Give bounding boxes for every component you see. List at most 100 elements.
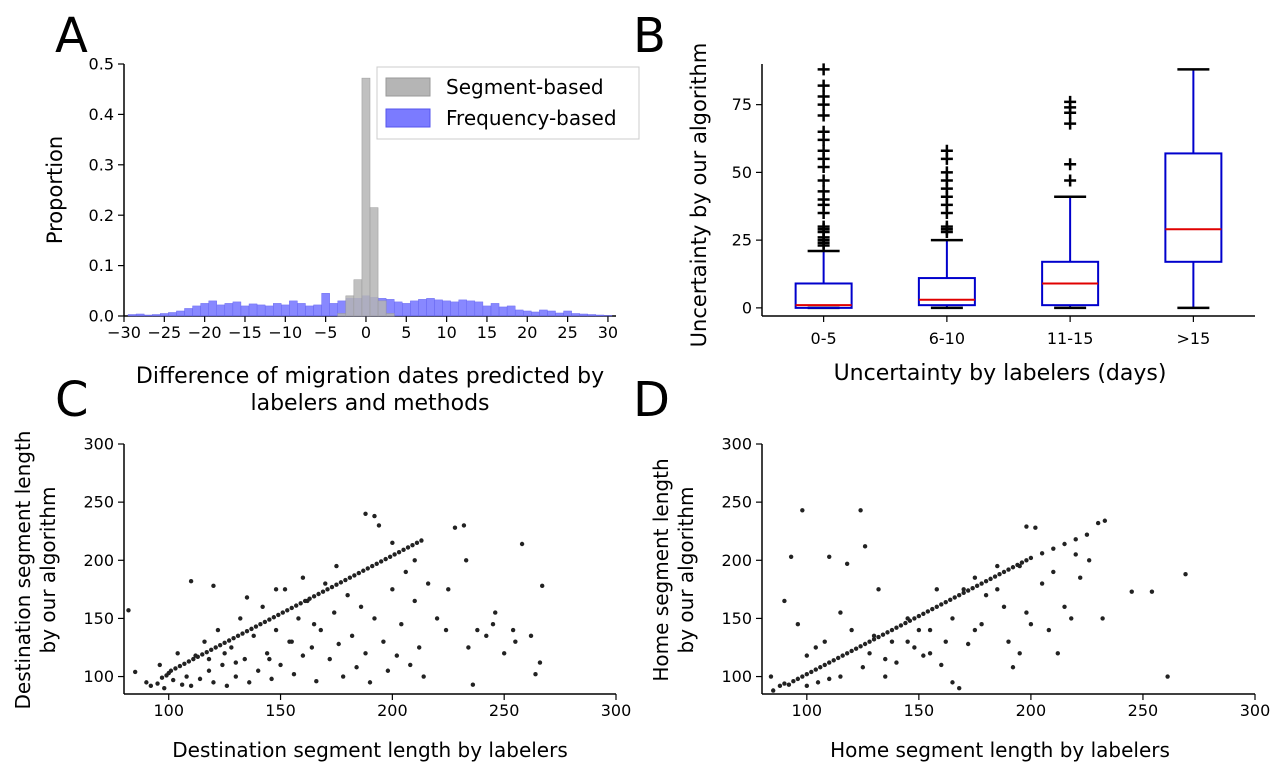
bar-frequency xyxy=(152,314,161,317)
y-tick-label: 0.2 xyxy=(89,206,114,225)
panel-a-axes: −30 −25 −20 −15 −10 −5 0 5 10 15 20 25 30 0.0 0.1 0.2 0.… xyxy=(89,55,619,342)
y-tick-label: 250 xyxy=(721,493,752,512)
scatter-point xyxy=(927,627,933,633)
x-tick-label: 300 xyxy=(1240,701,1271,720)
x-tick-label: −15 xyxy=(228,323,262,342)
scatter-point xyxy=(849,627,854,633)
bar-frequency xyxy=(402,303,411,317)
panel-d-axes: 100 150 200 250 300 100 150 200 250 300 xyxy=(721,435,1270,720)
scatter-point xyxy=(394,653,400,658)
scatter-point xyxy=(280,610,285,615)
scatter-point xyxy=(1001,604,1007,609)
scatter-point xyxy=(235,633,241,639)
scatter-point xyxy=(213,645,218,650)
scatter-point xyxy=(231,635,236,641)
outlier-marker xyxy=(817,63,830,76)
scatter-point xyxy=(1039,551,1045,556)
scatter-point xyxy=(1039,581,1045,586)
scatter-point xyxy=(191,656,196,662)
outlier-marker xyxy=(940,166,953,179)
scatter-point xyxy=(159,675,165,680)
scatter-point xyxy=(894,625,899,630)
scatter-point xyxy=(264,651,270,656)
bar-frequency xyxy=(305,305,314,317)
scatter-point xyxy=(519,541,525,547)
scatter-point xyxy=(1073,552,1078,557)
scatter-point xyxy=(157,662,162,668)
scatter-point xyxy=(1033,525,1038,530)
scatter-point xyxy=(791,679,796,684)
x-tick-label: 150 xyxy=(265,701,296,720)
scatter-point xyxy=(309,645,315,650)
panel-b-xlabel: Uncertainty by labelers (days) xyxy=(834,361,1167,386)
scatter-point xyxy=(289,639,294,644)
bar-frequency xyxy=(240,305,250,317)
scatter-point xyxy=(934,604,939,609)
panel-c-xlabel: Destination segment length by labelers xyxy=(172,738,568,762)
y-tick-label: 300 xyxy=(83,435,114,454)
scatter-point xyxy=(390,587,395,592)
x-tick-label: 100 xyxy=(153,701,184,720)
scatter-point xyxy=(894,660,899,665)
x-tick-label: 250 xyxy=(1128,701,1159,720)
bar-frequency xyxy=(482,305,492,317)
scatter-point xyxy=(916,613,922,619)
scatter-point xyxy=(412,598,417,604)
x-tick-label: −10 xyxy=(268,323,302,342)
scatter-point xyxy=(220,662,225,668)
panel-letter-b: B xyxy=(633,8,666,64)
y-tick-label: 50 xyxy=(732,163,752,182)
scatter-point xyxy=(372,513,377,519)
scatter-point xyxy=(253,624,259,629)
scatter-point xyxy=(948,597,953,603)
x-tick-label: 6-10 xyxy=(929,329,965,348)
bar-frequency xyxy=(450,301,459,317)
bar-frequency xyxy=(256,304,266,317)
outlier-marker xyxy=(817,90,830,103)
scatter-point xyxy=(338,580,344,585)
scatter-point xyxy=(258,622,263,627)
scatter-point xyxy=(390,540,395,546)
panel-c-ylabel-line1: Destination segment length xyxy=(11,431,35,710)
bar-segment xyxy=(337,313,347,317)
scatter-point xyxy=(1028,622,1034,627)
scatter-point xyxy=(320,589,326,594)
scatter-point xyxy=(260,604,265,609)
scatter-point xyxy=(995,563,1000,569)
bar-frequency xyxy=(168,312,177,317)
outlier-marker xyxy=(1064,158,1077,171)
scatter-point xyxy=(1024,524,1029,529)
scatter-point xyxy=(334,563,339,569)
scatter-point xyxy=(943,639,948,644)
scatter-point xyxy=(921,611,926,616)
scatter-point xyxy=(193,653,198,658)
scatter-point xyxy=(782,598,787,604)
panel-a-xlabel-line2: labelers and methods xyxy=(250,391,489,416)
scatter-point xyxy=(336,641,341,647)
scatter-point xyxy=(883,674,888,679)
scatter-point xyxy=(361,568,366,573)
scatter-point xyxy=(804,653,810,658)
scatter-point xyxy=(381,639,386,644)
scatter-point xyxy=(363,651,368,656)
scatter-point xyxy=(1024,610,1029,615)
y-tick-label: 300 xyxy=(721,435,752,454)
bar-frequency xyxy=(490,303,500,317)
scatter-point xyxy=(396,549,402,555)
scatter-point xyxy=(1010,565,1016,570)
box-iqr xyxy=(794,282,853,309)
scatter-point xyxy=(155,681,160,686)
x-tick-label: 10 xyxy=(436,323,456,342)
scatter-point xyxy=(972,627,978,633)
bar-frequency xyxy=(523,310,532,317)
x-tick-label: −20 xyxy=(188,323,222,342)
scatter-point xyxy=(224,683,230,689)
scatter-point xyxy=(983,592,989,598)
outlier-marker xyxy=(817,125,830,138)
scatter-point xyxy=(419,538,424,543)
scatter-point xyxy=(970,585,975,591)
panel-a-xlabel-line1: Difference of migration dates predicted … xyxy=(136,364,604,389)
scatter-point xyxy=(374,561,379,566)
bar-frequency xyxy=(603,315,613,317)
y-tick-label: 0.1 xyxy=(89,256,114,275)
